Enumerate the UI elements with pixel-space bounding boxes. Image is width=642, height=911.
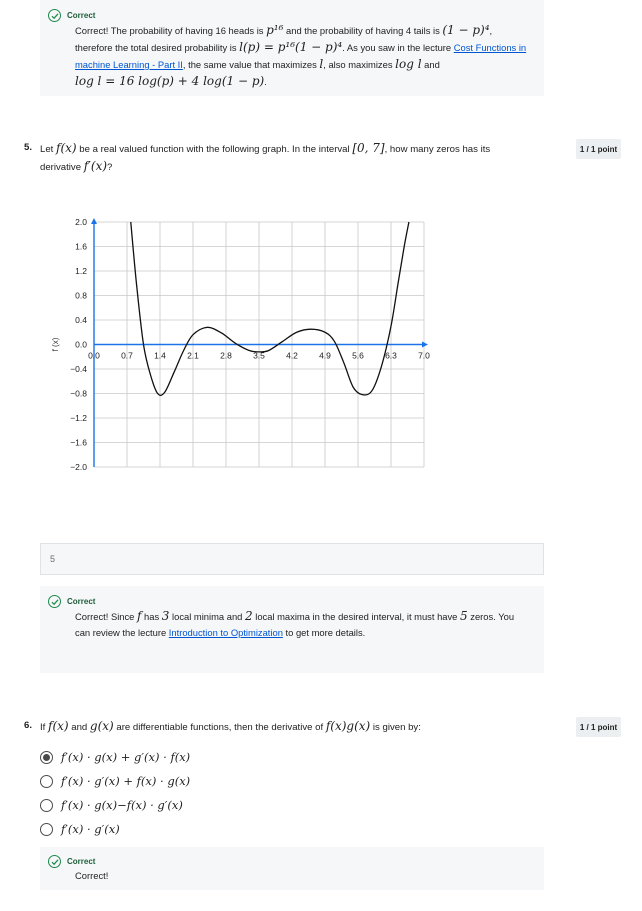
y-tick-label: 0.0 — [75, 340, 87, 350]
radio-icon[interactable] — [40, 774, 53, 788]
function-curve — [130, 221, 410, 396]
question-6-points: 1 / 1 point — [576, 717, 621, 737]
x-tick-label: 7.0 — [418, 351, 430, 361]
y-tick-label: 1.2 — [75, 266, 87, 276]
x-tick-label: 4.2 — [286, 351, 298, 361]
feedback-text: Correct! Since f has 3 local minima and … — [75, 609, 515, 638]
x-tick-label: 6.3 — [385, 351, 397, 361]
check-circle-icon — [48, 595, 61, 608]
feedback-text: Correct! The probability of having 16 he… — [75, 23, 527, 88]
question-6-text: If f(x) and g(x) are differentiable func… — [40, 719, 421, 733]
option-label: f′(x) · g′(x) — [61, 822, 120, 836]
feedback-title: Correct — [67, 857, 96, 866]
lecture-link-optimization[interactable]: Introduction to Optimization — [168, 627, 283, 638]
x-axis-arrow-icon — [422, 341, 428, 348]
y-axis-label: f (x) — [51, 337, 60, 351]
question-5-number: 5. — [24, 142, 33, 153]
option-3[interactable]: f′(x) · g(x)−f(x) · g′(x) — [40, 798, 183, 812]
feedback-text: Correct! — [75, 870, 109, 881]
radio-icon[interactable] — [40, 798, 53, 812]
feedback-title: Correct — [67, 597, 96, 606]
q4-feedback: Correct Correct! The probability of havi… — [40, 0, 544, 96]
y-tick-label: −0.4 — [70, 364, 87, 374]
y-tick-label: 1.6 — [75, 242, 87, 252]
q6-feedback: Correct Correct! — [40, 847, 544, 890]
option-1[interactable]: f′(x) · g(x) + g′(x) · f(x) — [40, 750, 190, 764]
q5-feedback: Correct Correct! Since f has 3 local min… — [40, 586, 544, 673]
function-graph: 0.0 0.7 1.4 2.1 2.8 3.5 4.2 4.9 5.6 6.3 7.0 2.0 1.6… — [51, 217, 430, 472]
option-4[interactable]: f′(x) · g′(x) — [40, 822, 120, 836]
x-tick-label: 5.6 — [352, 351, 364, 361]
x-tick-label: 0.7 — [121, 351, 133, 361]
y-tick-label: −0.8 — [70, 389, 87, 399]
x-tick-label: 1.4 — [154, 351, 166, 361]
y-tick-label: −2.0 — [70, 462, 87, 472]
answer-field[interactable]: 5 — [40, 543, 544, 575]
y-tick-label: −1.2 — [70, 413, 87, 423]
question-6-number: 6. — [24, 720, 33, 731]
check-circle-icon — [48, 9, 61, 22]
x-tick-label: 3.5 — [253, 351, 265, 361]
y-tick-label: 2.0 — [75, 217, 87, 227]
radio-selected-icon[interactable] — [40, 750, 53, 764]
option-2[interactable]: f′(x) · g′(x) + f(x) · g(x) — [40, 774, 190, 788]
lecture-link-cost-functions[interactable]: Cost Functions in machine Learning - Par… — [75, 42, 527, 70]
y-tick-label: −1.6 — [70, 438, 87, 448]
question-5-points: 1 / 1 point — [576, 139, 621, 159]
y-tick-label: 0.8 — [75, 291, 87, 301]
y-axis-arrow-icon — [91, 218, 97, 224]
question-5-text: Let f(x) be a real valued function with … — [40, 141, 491, 173]
feedback-title: Correct — [67, 11, 96, 20]
option-label: f′(x) · g(x)−f(x) · g′(x) — [61, 798, 183, 812]
check-circle-icon — [48, 855, 61, 868]
radio-icon[interactable] — [40, 822, 53, 836]
option-label: f′(x) · g(x) + g′(x) · f(x) — [61, 750, 191, 764]
x-tick-label: 4.9 — [319, 351, 331, 361]
x-tick-label: 2.8 — [220, 351, 232, 361]
y-tick-label: 0.4 — [75, 315, 87, 325]
option-label: f′(x) · g′(x) + f(x) · g(x) — [61, 774, 191, 788]
x-tick-label: 2.1 — [187, 351, 199, 361]
x-tick-label: 0.0 — [88, 351, 100, 361]
